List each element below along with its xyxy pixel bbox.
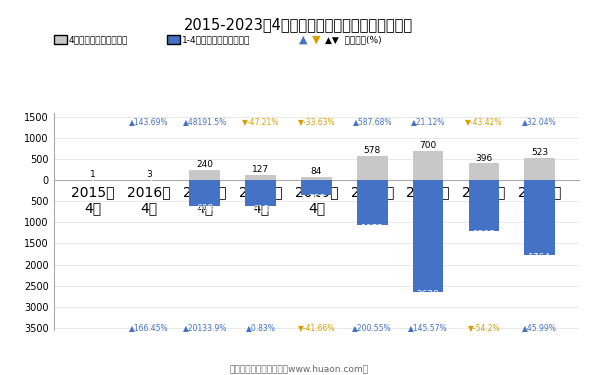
Text: ▼-54.2%: ▼-54.2% xyxy=(467,323,500,332)
Text: 2015-2023年4月郑州商品交易所锰硅期货成交量: 2015-2023年4月郑州商品交易所锰硅期货成交量 xyxy=(184,17,413,32)
Text: ▲200.55%: ▲200.55% xyxy=(352,323,392,332)
Text: 2639: 2639 xyxy=(417,290,439,299)
Text: 制图：华经产业研究院（www.huaon.com）: 制图：华经产业研究院（www.huaon.com） xyxy=(229,364,368,373)
Text: ▲▼  同比增长(%): ▲▼ 同比增长(%) xyxy=(325,35,381,44)
Text: ▲45.99%: ▲45.99% xyxy=(522,323,557,332)
Text: 84: 84 xyxy=(310,167,322,176)
Text: 1: 1 xyxy=(90,170,96,179)
Text: 127: 127 xyxy=(252,165,269,174)
Bar xyxy=(245,175,276,180)
Text: 3: 3 xyxy=(146,170,152,179)
Text: 613: 613 xyxy=(252,205,269,214)
Bar xyxy=(357,180,387,225)
Text: ▲32.04%: ▲32.04% xyxy=(522,117,557,126)
Text: ▲20133.9%: ▲20133.9% xyxy=(183,323,227,332)
Bar xyxy=(525,158,555,180)
Text: ▲145.57%: ▲145.57% xyxy=(408,323,448,332)
Text: 240: 240 xyxy=(196,160,213,169)
Text: ▲587.68%: ▲587.68% xyxy=(352,117,392,126)
Text: 3: 3 xyxy=(146,179,152,188)
Bar xyxy=(469,164,499,180)
Text: ▼: ▼ xyxy=(312,34,320,44)
Bar xyxy=(301,180,332,195)
Text: 396: 396 xyxy=(475,154,493,163)
Bar xyxy=(357,156,387,180)
Text: 1: 1 xyxy=(90,179,96,188)
Bar xyxy=(245,180,276,206)
Text: ▲48191.5%: ▲48191.5% xyxy=(183,117,227,126)
Bar xyxy=(525,180,555,255)
Text: ▲0.83%: ▲0.83% xyxy=(245,323,275,332)
Bar xyxy=(189,170,220,180)
Text: ▼-43.42%: ▼-43.42% xyxy=(465,117,503,126)
Text: 523: 523 xyxy=(531,148,549,157)
Text: 700: 700 xyxy=(420,141,437,150)
Text: ▲21.12%: ▲21.12% xyxy=(411,117,445,126)
Bar xyxy=(413,180,444,291)
Text: 4月期货成交量（万手）: 4月期货成交量（万手） xyxy=(69,35,128,44)
Text: ▲: ▲ xyxy=(298,34,307,44)
Text: ▲143.69%: ▲143.69% xyxy=(129,117,168,126)
Bar xyxy=(469,180,499,231)
Bar xyxy=(189,180,220,206)
Bar xyxy=(301,177,332,180)
Text: 1-4月期货成交量（万手）: 1-4月期货成交量（万手） xyxy=(182,35,251,44)
Text: ▼-41.66%: ▼-41.66% xyxy=(298,323,335,332)
Text: ▼-47.21%: ▼-47.21% xyxy=(242,117,279,126)
Text: 608: 608 xyxy=(196,204,213,213)
Text: 1208: 1208 xyxy=(473,230,496,239)
Text: 1764: 1764 xyxy=(528,253,551,262)
Text: 358: 358 xyxy=(308,194,325,203)
Text: 578: 578 xyxy=(364,146,381,155)
Text: 1075: 1075 xyxy=(361,224,384,233)
Text: ▲166.45%: ▲166.45% xyxy=(129,323,168,332)
Text: ▼-33.63%: ▼-33.63% xyxy=(297,117,336,126)
Bar xyxy=(413,150,444,180)
